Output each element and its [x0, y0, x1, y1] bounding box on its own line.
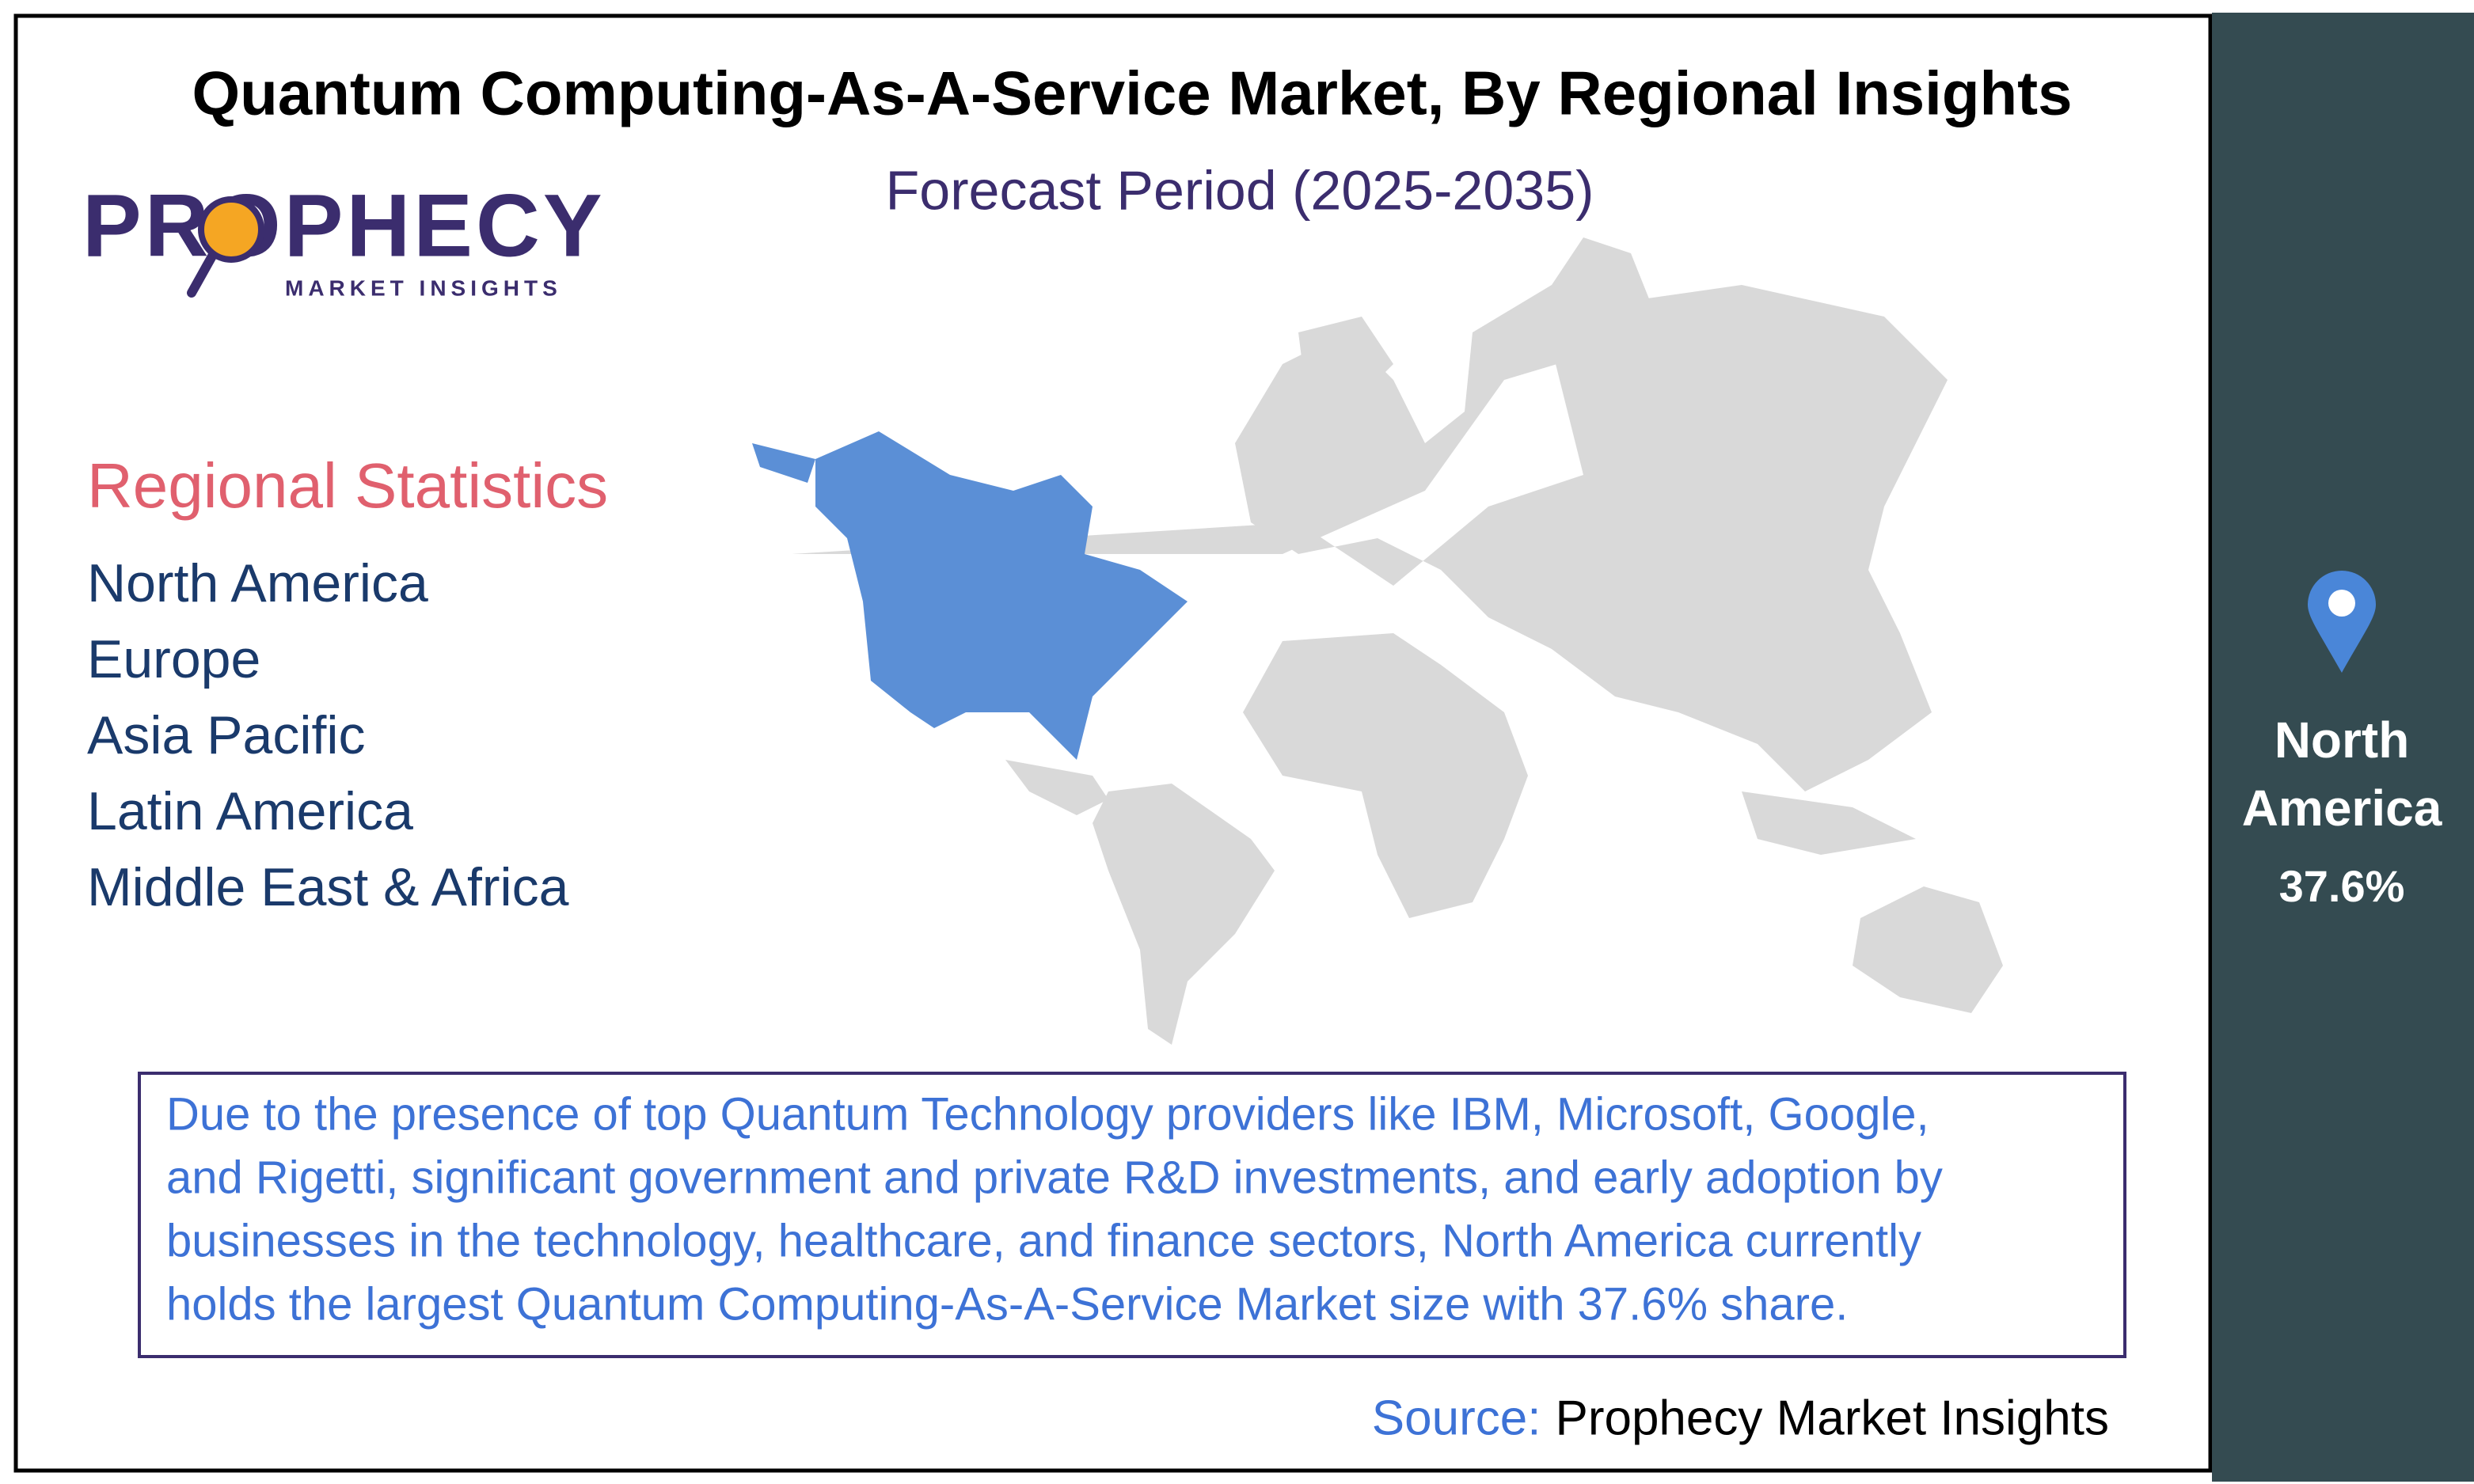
region-item: Latin America — [87, 781, 413, 841]
southeast-asia — [1742, 791, 1916, 855]
highlight: North America — [2242, 712, 2442, 837]
description-line: holds the largest Quantum Computing-As-A… — [166, 1278, 1848, 1330]
logo-name: PROPHECY — [82, 176, 606, 275]
region-item: North America — [87, 553, 428, 613]
source-text: Prophecy Market Insights — [1555, 1391, 2109, 1445]
south-america — [1093, 784, 1275, 1045]
highlight-region: America — [2242, 780, 2442, 837]
greenland — [1298, 317, 1393, 412]
africa — [1243, 633, 1528, 918]
central-america — [1005, 760, 1108, 815]
australia — [1853, 886, 2003, 1013]
region-item: Middle East & Africa — [87, 857, 569, 917]
highlight-share: 37.6% — [2279, 861, 2405, 911]
world-map — [752, 237, 2003, 1045]
frame — [13, 13, 2213, 1473]
pin-dot — [2328, 590, 2355, 617]
logo-tagline: MARKET INSIGHTS — [285, 275, 562, 300]
source-label: Source: — [1372, 1391, 1541, 1445]
description-box — [138, 1072, 2126, 1358]
description: Due to the presence of top Quantum Techn… — [166, 1088, 1943, 1330]
logo-handle — [187, 249, 219, 298]
subtitle: Forecast Period (2025-2035) — [886, 159, 1594, 221]
alaska-highlight — [752, 443, 815, 483]
logo-lens — [198, 196, 264, 263]
description-line: and Rigetti, significant government and … — [166, 1152, 1943, 1203]
eurasia — [792, 237, 1948, 791]
region-item: Europe — [87, 629, 260, 689]
region-item: Asia Pacific — [87, 705, 365, 765]
regions-list: North America Europe Asia Pacific Latin Ame… — [87, 553, 569, 917]
logo: PROPHECY MARKET INSIGHTS — [82, 176, 606, 301]
north-america-highlight — [815, 431, 1188, 760]
description-line: Due to the presence of top Quantum Techn… — [166, 1088, 1929, 1140]
description-line: businesses in the technology, healthcare… — [166, 1215, 1921, 1266]
regions-heading: Regional Statistics — [87, 450, 608, 521]
location-pin — [2308, 571, 2376, 673]
title: Quantum Computing-As-A-Service Market, B… — [192, 59, 2073, 128]
highlight-region: North — [2274, 712, 2410, 769]
sidebar — [2212, 13, 2474, 1482]
